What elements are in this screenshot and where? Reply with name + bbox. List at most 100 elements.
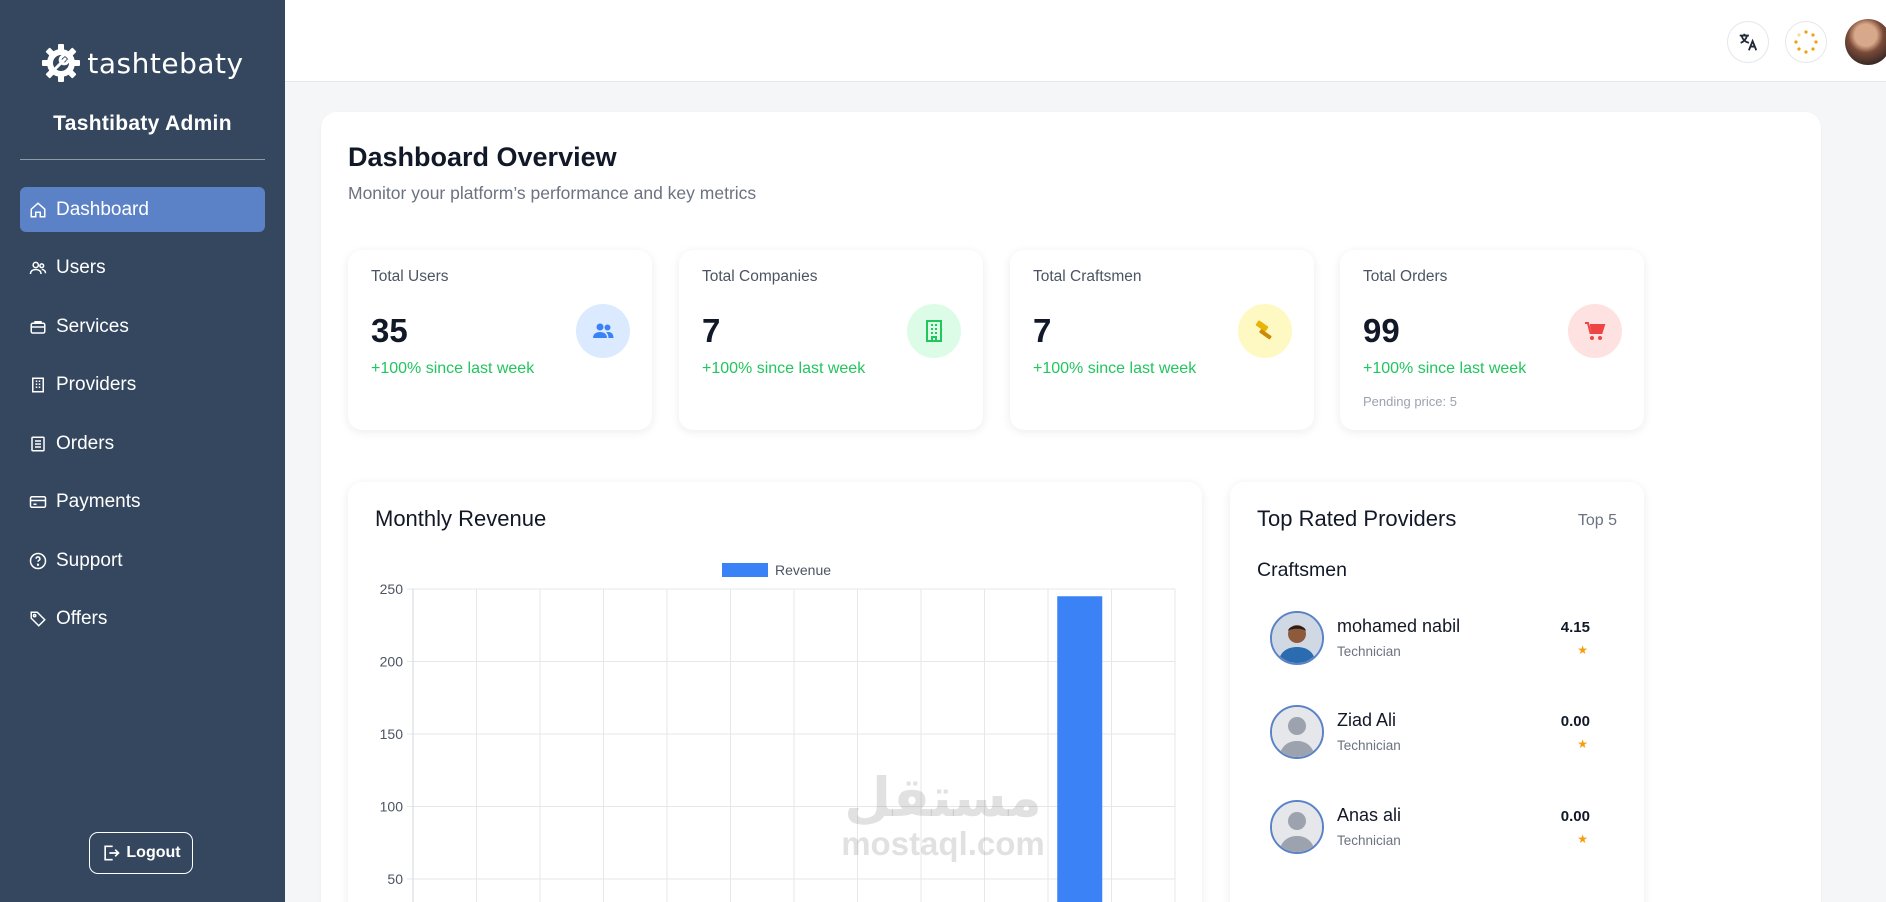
sidebar-item-services[interactable]: Services <box>20 304 265 349</box>
sidebar-item-offers[interactable]: Offers <box>20 597 265 642</box>
stat-change: +100% since last week <box>1363 360 1527 377</box>
sidebar: tashtebaty Tashtibaty Admin Dashboard Us… <box>0 0 285 902</box>
brand-name: tashtebaty <box>87 46 244 80</box>
revenue-bar <box>1057 596 1103 902</box>
stat-value: 35 <box>371 312 408 349</box>
y-tick-label: 200 <box>380 654 404 670</box>
admin-title: Tashtibaty Admin <box>53 112 232 135</box>
spinner-icon <box>1794 30 1818 54</box>
legend-label: Revenue <box>775 562 831 578</box>
provider-row[interactable]: Ziad Ali Technician 0.00 ★ <box>1270 705 1630 761</box>
sidebar-item-users[interactable]: Users <box>20 246 265 291</box>
home-icon <box>30 201 46 217</box>
users-icon <box>29 261 47 275</box>
revenue-chart: 250 200 150 100 50 Revenue <box>380 562 1176 902</box>
stat-card-companies: Total Companies 7 +100% since last week <box>679 250 983 430</box>
hammer-icon <box>1238 304 1292 358</box>
sidebar-item-label: Payments <box>56 491 141 512</box>
loading-button[interactable] <box>1785 21 1827 63</box>
stat-change: +100% since last week <box>371 360 535 377</box>
logout-button[interactable]: Logout <box>89 832 193 874</box>
user-avatar[interactable] <box>1845 19 1886 65</box>
provider-avatar <box>1270 705 1324 759</box>
stat-change: +100% since last week <box>702 360 866 377</box>
language-button[interactable] <box>1727 21 1769 63</box>
watermark-arabic: مستقل <box>844 768 1042 828</box>
star-icon: ★ <box>1577 643 1588 657</box>
provider-rating: 0.00 <box>1560 808 1590 825</box>
stat-label: Total Companies <box>702 268 818 285</box>
sidebar-item-label: Providers <box>56 374 137 395</box>
briefcase-icon <box>30 320 46 334</box>
revenue-panel: Monthly Revenue 250 200 150 100 50 Revenue <box>348 482 1202 902</box>
users-icon <box>576 304 630 358</box>
provider-name: mohamed nabil <box>1337 616 1461 636</box>
y-tick-label: 250 <box>380 581 404 597</box>
star-icon: ★ <box>1577 832 1588 846</box>
provider-role: Technician <box>1337 738 1401 753</box>
building-icon <box>32 377 44 393</box>
tag-icon <box>30 611 46 627</box>
logout-label: Logout <box>126 844 181 861</box>
page-subtitle: Monitor your platform’s performance and … <box>348 183 757 203</box>
sidebar-item-label: Users <box>56 257 106 278</box>
provider-name: Ziad Ali <box>1337 710 1397 730</box>
provider-rating: 4.15 <box>1560 619 1590 636</box>
sidebar-item-orders[interactable]: Orders <box>20 421 265 466</box>
credit-card-icon <box>29 496 47 508</box>
cart-icon <box>1568 304 1622 358</box>
stat-value: 7 <box>702 312 721 349</box>
provider-role: Technician <box>1337 833 1401 848</box>
stat-label: Total Users <box>371 268 449 285</box>
sidebar-item-label: Support <box>56 549 123 571</box>
star-icon: ★ <box>1577 737 1588 751</box>
stat-label: Total Craftsmen <box>1033 268 1142 285</box>
sidebar-item-payments[interactable]: Payments <box>20 480 265 525</box>
sidebar-divider <box>20 159 265 160</box>
providers-section-title: Craftsmen <box>1257 559 1347 581</box>
stat-value: 7 <box>1033 312 1052 349</box>
y-tick-label: 150 <box>380 726 404 742</box>
provider-rating: 0.00 <box>1560 713 1590 730</box>
stat-card-craftsmen: Total Craftsmen 7 +100% since last week <box>1010 250 1314 430</box>
stat-label: Total Orders <box>1363 268 1448 285</box>
pending-price: Pending price: 5 <box>1363 394 1457 409</box>
legend-swatch <box>722 563 768 577</box>
provider-avatar <box>1270 611 1324 665</box>
sidebar-item-label: Offers <box>56 608 108 629</box>
providers-panel: Top Rated Providers Top 5 Craftsmen moha… <box>1230 482 1644 902</box>
topbar <box>285 0 1886 82</box>
sidebar-item-label: Orders <box>56 432 115 454</box>
gear-wrench-icon <box>42 44 81 82</box>
list-icon <box>31 436 45 451</box>
y-tick-label: 100 <box>380 799 404 815</box>
sidebar-item-providers[interactable]: Providers <box>20 363 265 408</box>
providers-title: Top Rated Providers <box>1257 506 1457 531</box>
sidebar-item-support[interactable]: Support <box>20 538 265 583</box>
provider-avatar <box>1270 800 1324 854</box>
sidebar-nav: Dashboard Users Services Providers Order… <box>0 187 285 642</box>
logout-icon <box>104 845 121 861</box>
brand-logo[interactable]: tashtebaty <box>0 0 285 90</box>
revenue-title: Monthly Revenue <box>375 506 547 531</box>
sidebar-item-dashboard[interactable]: Dashboard <box>20 187 265 232</box>
stat-change: +100% since last week <box>1033 360 1197 377</box>
help-circle-icon <box>29 552 47 569</box>
provider-row[interactable]: Anas ali Technician 0.00 ★ <box>1270 800 1630 856</box>
stat-value: 99 <box>1363 312 1400 349</box>
y-tick-label: 50 <box>387 871 403 887</box>
provider-role: Technician <box>1337 644 1401 659</box>
provider-name: Anas ali <box>1337 805 1402 825</box>
sidebar-item-label: Dashboard <box>56 198 149 220</box>
default-avatar-icon <box>1272 802 1322 852</box>
provider-row[interactable]: mohamed nabil Technician 4.15 ★ <box>1270 611 1630 667</box>
watermark-latin: mostaql.com <box>841 825 1045 862</box>
default-avatar-icon <box>1272 707 1322 757</box>
building-icon <box>907 304 961 358</box>
watermark-logo: مستقل mostaql.com <box>828 770 1058 862</box>
providers-badge: Top 5 <box>1577 512 1617 529</box>
sidebar-item-label: Services <box>56 315 129 337</box>
stat-card-orders: Total Orders 99 +100% since last week Pe… <box>1340 250 1644 430</box>
stat-card-users: Total Users 35 +100% since last week <box>348 250 652 430</box>
translate-icon <box>1739 33 1758 51</box>
